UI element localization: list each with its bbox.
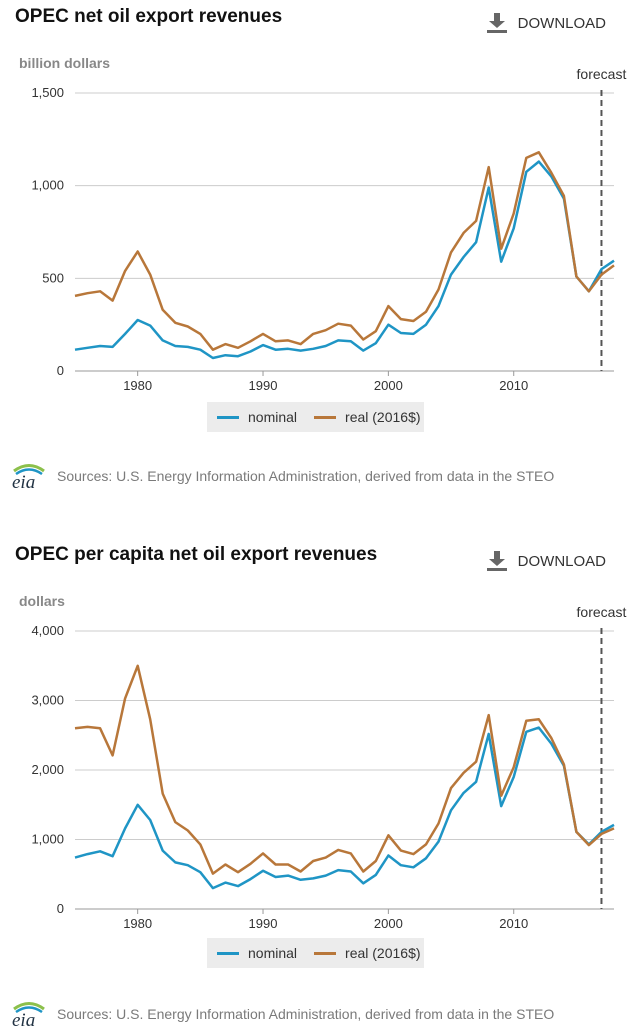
- chart-1-svg: 0 500 1,000 1,500 1980 1990 2000 2010 forecast: [31, 66, 627, 393]
- chart-2-legend: nominal real (2016$): [207, 938, 424, 968]
- x-tick-label: 2000: [374, 378, 403, 393]
- chart-1-y-unit: billion dollars: [19, 55, 111, 71]
- series-line-nominal[interactable]: [74, 160, 615, 360]
- x-tick-label: 1980: [123, 916, 152, 931]
- source-text: Sources: U.S. Energy Information Adminis…: [57, 1006, 555, 1022]
- chart-2-y-unit: dollars: [19, 593, 65, 609]
- download-label: DOWNLOAD: [517, 14, 606, 32]
- x-tick-label: 1990: [249, 916, 278, 931]
- download-label: DOWNLOAD: [517, 552, 606, 570]
- x-tick-label: 1980: [123, 378, 152, 393]
- chart-2-title: OPEC per capita net oil export revenues: [15, 544, 378, 565]
- x-tick-label: 2010: [499, 916, 528, 931]
- x-tick-label: 2010: [499, 378, 528, 393]
- y-tick-label: 1,500: [31, 85, 64, 100]
- y-tick-label: 4,000: [31, 623, 64, 638]
- download-icon: [486, 13, 507, 33]
- series-line-nominal[interactable]: [74, 726, 615, 890]
- chart-2-download-button[interactable]: DOWNLOAD: [486, 550, 606, 572]
- legend-swatch-nominal: [217, 951, 239, 955]
- svg-text:eia: eia: [12, 472, 35, 490]
- legend-label-nominal: nominal: [248, 945, 298, 961]
- x-tick-label: 2000: [374, 916, 403, 931]
- forecast-label: forecast: [577, 66, 627, 82]
- chart-1-source: eia Sources: U.S. Energy Information Adm…: [10, 462, 554, 490]
- legend-label-real: real (2016$): [345, 409, 421, 425]
- legend-swatch-real: [314, 415, 337, 419]
- chart-1-title: OPEC net oil export revenues: [15, 6, 283, 27]
- eia-logo-icon: eia: [12, 1002, 45, 1028]
- chart-panel-1: 0 500 1,000 1,500 1980 1990 2000 2010 forecast O…: [0, 0, 636, 500]
- legend-swatch-real: [314, 951, 337, 955]
- y-tick-label: 1,000: [31, 178, 64, 193]
- legend-label-real: real (2016$): [345, 945, 421, 961]
- chart-2-source: eia Sources: U.S. Energy Information Adm…: [10, 1000, 554, 1028]
- chart-2-svg: 0 1,000 2,000 3,000 4,000 1980 1990 2000 2010 for…: [31, 604, 627, 931]
- legend-item-nominal[interactable]: nominal: [217, 409, 297, 425]
- legend-label-nominal: nominal: [248, 409, 298, 425]
- chart-panel-2: 0 1,000 2,000 3,000 4,000 1980 1990 2000 2010 for…: [0, 538, 636, 1035]
- legend-item-real[interactable]: real (2016$): [314, 409, 421, 425]
- y-tick-label: 3,000: [31, 693, 64, 708]
- y-tick-label: 1,000: [31, 832, 64, 847]
- series-line-real[interactable]: [74, 664, 615, 875]
- legend-swatch-nominal: [217, 415, 239, 419]
- y-tick-label: 500: [42, 270, 64, 285]
- download-icon: [486, 551, 507, 571]
- x-tick-label: 1990: [249, 378, 278, 393]
- legend-item-real[interactable]: real (2016$): [314, 945, 421, 961]
- series-line-real[interactable]: [74, 151, 615, 351]
- eia-logo-icon: eia: [12, 464, 45, 490]
- legend-item-nominal[interactable]: nominal: [217, 945, 297, 961]
- source-text: Sources: U.S. Energy Information Adminis…: [57, 468, 555, 484]
- y-tick-label: 2,000: [31, 762, 64, 777]
- y-tick-label: 0: [57, 901, 64, 916]
- svg-text:eia: eia: [12, 1010, 35, 1028]
- chart-1-download-button[interactable]: DOWNLOAD: [486, 12, 606, 34]
- forecast-label: forecast: [577, 604, 627, 620]
- chart-1-legend: nominal real (2016$): [207, 402, 424, 432]
- y-tick-label: 0: [57, 363, 64, 378]
